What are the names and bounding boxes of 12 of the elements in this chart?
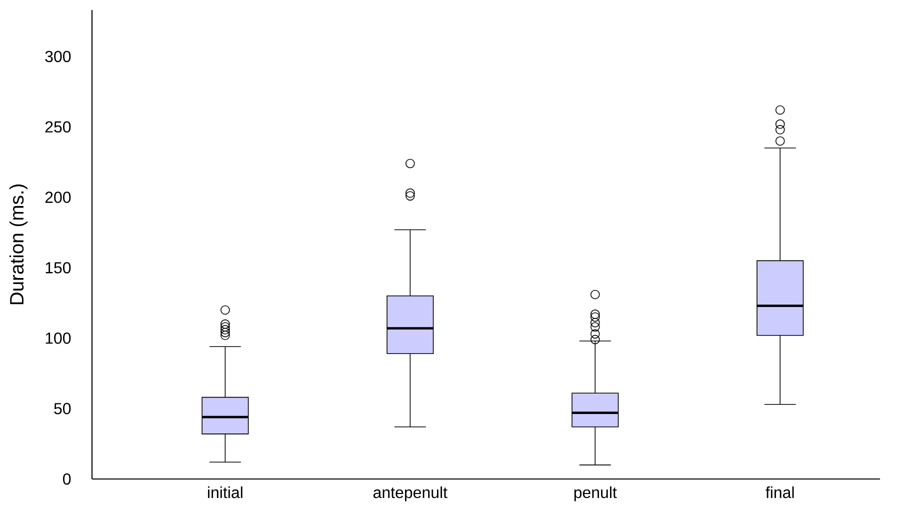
y-tick-label: 300: [45, 50, 71, 62]
x-tick-label: final: [766, 486, 794, 498]
y-tick-label: 150: [46, 262, 71, 274]
y-axis-title: Duration (ms.): [9, 184, 28, 304]
y-tick-label: 50: [54, 402, 71, 414]
x-tick-label: penult: [574, 486, 617, 502]
x-tick-label: antepenult: [373, 486, 448, 502]
y-tick-label: 100: [46, 332, 71, 344]
y-tick-label: 0: [63, 473, 71, 485]
y-tick-label: 250: [45, 121, 71, 133]
x-tick-label: initial: [208, 486, 242, 498]
y-tick-label: 200: [45, 192, 71, 203]
